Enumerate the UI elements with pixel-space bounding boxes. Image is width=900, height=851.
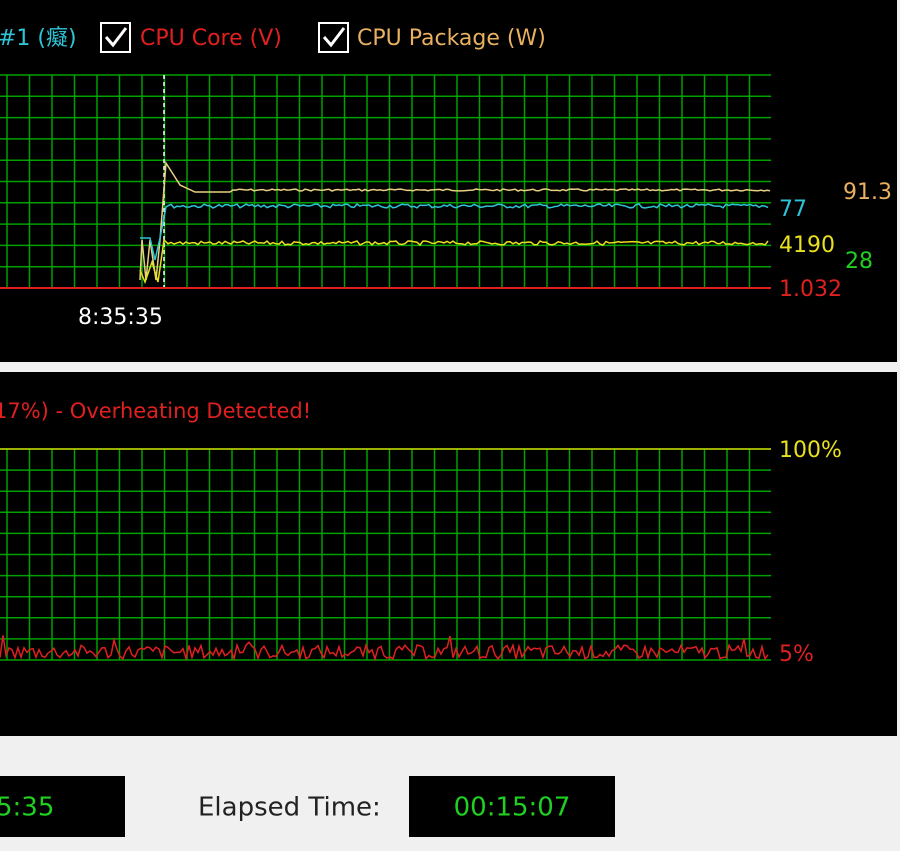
trace xyxy=(0,635,769,662)
max-label: 100% xyxy=(779,438,842,463)
time-box xyxy=(409,776,615,837)
legend-label: CPU Package (W) xyxy=(357,26,546,51)
time-box xyxy=(0,776,125,837)
reading: 77 xyxy=(779,197,807,222)
legend-label: CPU Core (V) xyxy=(140,26,282,51)
reading: 28 xyxy=(845,249,873,274)
legend-label: #1 (癡) xyxy=(0,26,77,51)
check-mark xyxy=(104,27,128,48)
reading: 4190 xyxy=(779,233,835,258)
traces xyxy=(0,160,771,662)
status-text: 17%) - Overheating Detected! xyxy=(0,399,311,423)
trace xyxy=(140,203,769,261)
time-label: 8:35:35 xyxy=(78,305,163,330)
start-time: 5:35 xyxy=(0,793,54,823)
grids xyxy=(0,74,771,661)
elapsed-time: 00:15:07 xyxy=(454,793,571,823)
current-label: 5% xyxy=(779,642,814,667)
checkbox[interactable] xyxy=(100,22,131,53)
trace xyxy=(139,160,771,281)
elapsed-label: Elapsed Time: xyxy=(198,793,381,823)
reading: 91.3 xyxy=(843,180,892,205)
check-mark xyxy=(322,27,346,48)
trace xyxy=(139,238,769,285)
reading: 1.032 xyxy=(779,277,842,302)
checkbox[interactable] xyxy=(318,22,349,53)
